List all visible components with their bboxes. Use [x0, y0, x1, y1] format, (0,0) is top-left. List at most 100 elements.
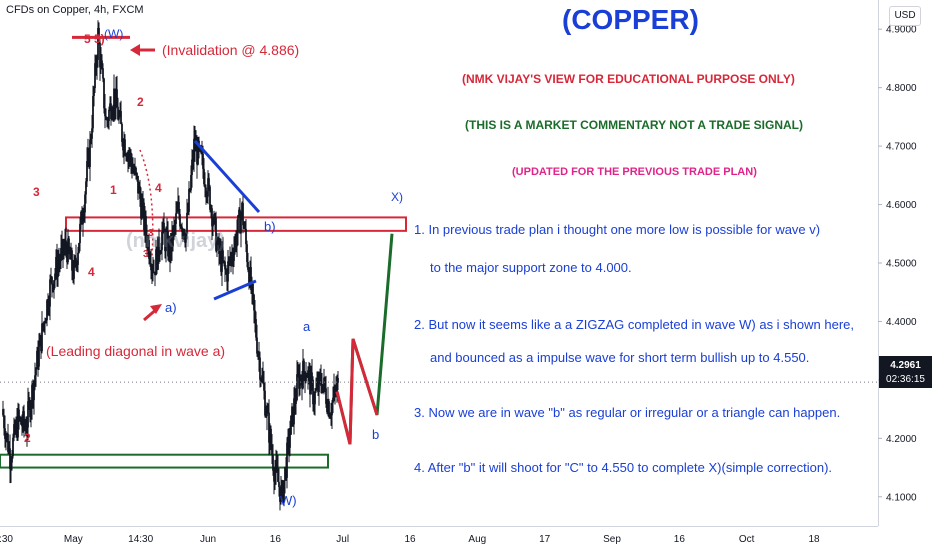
price-tick-label: 4.2000 [886, 434, 917, 445]
candle-body [279, 486, 281, 502]
candle-body [228, 258, 230, 262]
candle-body [111, 115, 113, 120]
candle-body [110, 103, 112, 120]
candle-body [152, 267, 154, 273]
price-tick-label: 4.6000 [886, 200, 917, 211]
time-tick-label: Aug [468, 534, 486, 545]
candle-body [326, 403, 328, 413]
price-tick-label: 4.5000 [886, 259, 917, 270]
candle-body [48, 306, 50, 310]
candle-body [295, 400, 297, 404]
candle-body [24, 425, 26, 428]
symbol-title[interactable]: CFDs on Copper, 4h, FXCM [6, 4, 144, 16]
candle-body [254, 310, 256, 320]
wave-label: (W) [104, 27, 124, 41]
candle-body [17, 409, 19, 438]
candle-body [157, 236, 159, 270]
candle-body [154, 271, 156, 276]
candle-body [307, 370, 309, 378]
candle-body [253, 294, 255, 311]
candle-body [174, 223, 176, 225]
candle-body [201, 152, 203, 154]
candle-body [311, 372, 313, 380]
candle-body [94, 63, 96, 89]
candle-body [126, 156, 128, 161]
candle-body [72, 270, 74, 279]
candle-body [215, 217, 217, 251]
wave-label: 5) [94, 32, 105, 46]
candle-body [172, 228, 174, 247]
candle-body [243, 225, 245, 229]
candle-body [289, 434, 291, 448]
candle-body [193, 138, 195, 162]
candle-body [100, 60, 102, 68]
candle-body [290, 415, 292, 435]
time-axis[interactable] [0, 526, 878, 551]
candle-body [73, 262, 75, 279]
candle-body [19, 417, 21, 419]
candle-body [120, 111, 122, 125]
candle-body [76, 262, 78, 265]
disclaimer-line-2: (THIS IS A MARKET COMMENTARY NOT A TRADE… [465, 118, 803, 132]
candle-body [288, 436, 290, 448]
candle-body [179, 214, 181, 227]
candle-body [327, 401, 329, 413]
candle-body [218, 239, 220, 254]
candle-body [118, 115, 120, 120]
candle-body [146, 236, 148, 248]
time-axis-ticks: :30 May 14:30 Jun 16 Jul 16 Aug 17 Sep 16 Oct 18 [0, 534, 820, 545]
candle-body [117, 106, 119, 120]
candle-body [196, 144, 198, 165]
candle-body [27, 401, 29, 428]
time-tick-label: 16 [270, 534, 282, 545]
candle-body [158, 236, 160, 255]
candle-body [267, 409, 269, 413]
headline: (COPPER) [562, 4, 699, 35]
wave-a-arrowhead [150, 304, 162, 314]
wave-label: 4 [155, 181, 162, 195]
candle-body [284, 466, 286, 481]
candle-body [131, 162, 133, 173]
candle-body [40, 335, 42, 352]
candle-body [43, 321, 45, 328]
candle-body [161, 231, 163, 251]
candle-body [122, 141, 124, 151]
candle-body [277, 469, 279, 482]
candle-body [214, 214, 216, 218]
candle-body [256, 337, 258, 354]
time-tick-label: 17 [539, 534, 551, 545]
candle-body [44, 321, 46, 324]
candle-body [246, 244, 248, 262]
candle-body [68, 238, 70, 252]
candle-body [60, 248, 62, 262]
wave-label: 3 [33, 185, 40, 199]
currency-button[interactable]: USD [889, 6, 921, 26]
candles [2, 20, 339, 511]
price-tick-label: 4.7000 [886, 142, 917, 153]
candle-body [147, 239, 149, 248]
candle-body [206, 195, 208, 197]
candle-body [331, 402, 333, 416]
candle-body [84, 194, 86, 213]
candle-body [142, 202, 144, 205]
candle-body [93, 88, 95, 96]
candle-body [334, 387, 336, 391]
candle-body [236, 233, 238, 247]
candle-body [54, 273, 56, 281]
candle-body [224, 261, 226, 270]
candle-body [140, 198, 142, 219]
candle-body [192, 159, 194, 162]
disclaimer-line-3: (UPDATED FOR THE PREVIOUS TRADE PLAN) [512, 166, 757, 178]
candle-body [169, 240, 171, 259]
candle-body [324, 377, 326, 389]
wave-label: 3 [143, 249, 149, 260]
candle-body [229, 258, 231, 260]
candle-body [103, 78, 105, 109]
price-tick-label: 4.4000 [886, 317, 917, 328]
candle-body [262, 375, 264, 384]
time-tick-label: Oct [739, 534, 755, 545]
candle-body [171, 233, 173, 247]
candle-body [337, 377, 339, 383]
